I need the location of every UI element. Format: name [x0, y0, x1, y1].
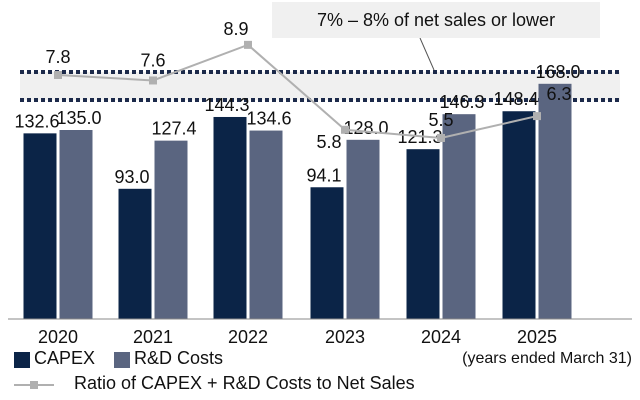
ratio-line [57, 43, 538, 140]
legend-ratio-label: Ratio of CAPEX + R&D Costs to Net Sales [74, 373, 415, 393]
bar-capex-2024 [406, 149, 440, 319]
bar-capex-2023 [310, 187, 344, 319]
bar-rnd-2020 [59, 130, 93, 319]
legend-capex-swatch [14, 352, 30, 368]
ratio-point-2021 [149, 76, 157, 85]
ratio-label-2024: 5.5 [428, 110, 453, 130]
x-tick-label-2024: 2024 [421, 327, 461, 347]
ratio-label-2020: 7.8 [45, 47, 70, 67]
data-label-rnd-2020: 135.0 [56, 108, 101, 128]
data-label-rnd-2025: 168.0 [535, 62, 580, 82]
ratio-label-2021: 7.6 [140, 50, 165, 70]
x-tick-label-2020: 2020 [38, 327, 78, 347]
bar-rnd-2024 [442, 114, 476, 320]
ratio-label-2025: 6.3 [546, 84, 571, 104]
data-label-rnd-2022: 134.6 [246, 109, 291, 129]
legend-capex-label: CAPEX [34, 348, 96, 368]
data-label-capex-2022: 144.3 [204, 95, 249, 115]
x-tick-label-2023: 2023 [325, 327, 365, 347]
bar-rnd-2025 [538, 83, 572, 319]
ratio-point-2020 [54, 71, 62, 79]
target-annotation: 7% – 8% of net sales or lower [272, 2, 600, 38]
ratio-point-2022 [244, 40, 252, 49]
bar-capex-2022 [213, 116, 247, 319]
legend-ratio-swatch [14, 381, 54, 389]
x-tick-label-2025: 2025 [517, 327, 557, 347]
data-label-capex-2023: 94.1 [306, 165, 341, 185]
ratio-label-2022: 8.9 [223, 19, 248, 39]
footnote: (years ended March 31) [462, 350, 632, 367]
data-label-rnd-2021: 127.4 [151, 119, 196, 139]
data-label-capex-2025: 148.4 [493, 89, 538, 109]
annotation-leader-line [419, 37, 435, 71]
ratio-point-2025 [533, 112, 541, 121]
target-band [20, 72, 620, 100]
ratio-point-2024 [437, 134, 445, 142]
data-label-capex-2020: 132.6 [14, 111, 59, 131]
bar-rnd-2022 [249, 130, 283, 319]
x-tick-label-2022: 2022 [228, 327, 268, 347]
data-label-rnd-2023: 128.0 [343, 118, 388, 138]
bar-capex-2020 [23, 133, 57, 319]
data-label-capex-2021: 93.0 [114, 167, 149, 187]
bar-capex-2025 [502, 111, 536, 320]
data-label-rnd-2024: 146.3 [439, 92, 484, 112]
bar-capex-2021 [118, 188, 152, 319]
ratio-label-2023: 5.8 [316, 132, 341, 152]
x-tick-label-2021: 2021 [133, 327, 173, 347]
ratio-point-2023 [341, 125, 349, 134]
legend-rnd-swatch [114, 352, 130, 368]
bar-rnd-2023 [346, 139, 380, 319]
legend-rnd-label: R&D Costs [134, 348, 224, 368]
bar-rnd-2021 [154, 140, 188, 319]
